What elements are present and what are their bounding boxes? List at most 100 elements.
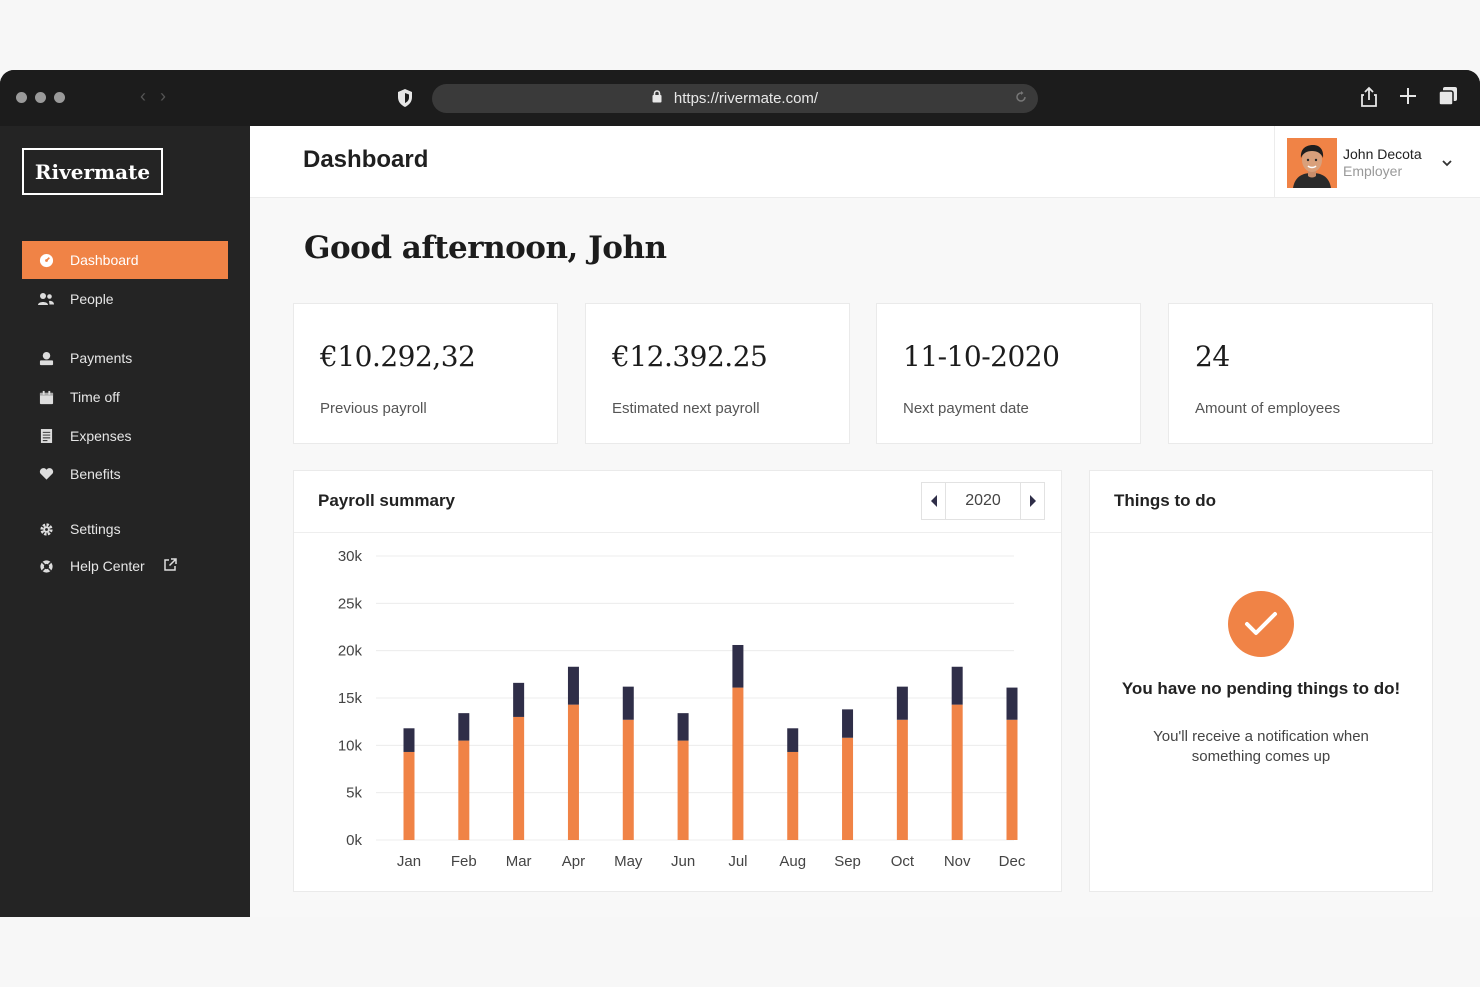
sidebar-item-help-center[interactable]: Help Center — [22, 547, 228, 585]
tabs-icon[interactable] — [1438, 86, 1458, 113]
address-bar[interactable]: https://rivermate.com/ — [432, 84, 1038, 113]
stat-card-previous-payroll: €10.292,32 Previous payroll — [293, 303, 558, 444]
top-bar: Dashboard John Decota Employer — [250, 126, 1480, 198]
payments-icon — [38, 350, 54, 366]
browser-window: ‹ › https://rivermate.com/ — [0, 70, 1480, 917]
sidebar-item-label: Time off — [70, 389, 120, 405]
dashboard-icon — [38, 252, 54, 268]
sidebar-item-dashboard[interactable]: Dashboard — [22, 241, 228, 279]
shield-icon[interactable] — [396, 88, 414, 113]
people-icon — [38, 291, 54, 307]
back-icon[interactable]: ‹ — [140, 86, 146, 106]
sidebar-item-people[interactable]: People — [22, 280, 228, 318]
next-year-button[interactable] — [1020, 483, 1044, 519]
external-link-icon — [163, 557, 177, 575]
y-tick-label: 0k — [346, 832, 362, 849]
payroll-bar-chart: 0k 5k 10k 15k 20k 25k 30k Jan Feb Mar Apr May Jun Jul… — [338, 548, 1026, 870]
bar-segment — [787, 728, 799, 752]
user-name: John Decota — [1343, 146, 1422, 162]
history-nav: ‹ › — [140, 86, 166, 107]
x-tick-label: Jan — [397, 853, 421, 870]
stat-label: Amount of employees — [1195, 400, 1341, 417]
browser-actions — [1360, 86, 1458, 113]
bar-segment — [951, 666, 963, 705]
bar-segment — [1006, 687, 1018, 720]
x-tick-label: Apr — [562, 853, 585, 870]
minimize-dot[interactable] — [35, 92, 46, 103]
x-tick-label: Jul — [728, 853, 747, 870]
calendar-icon — [38, 389, 54, 405]
things-to-do-card: Things to do You have no pending things … — [1089, 470, 1433, 892]
stat-value: €10.292,32 — [320, 340, 476, 373]
sidebar-item-label: Dashboard — [70, 252, 139, 268]
sidebar-item-settings[interactable]: Settings — [22, 510, 228, 548]
avatar[interactable] — [1287, 138, 1337, 188]
lifebuoy-icon — [38, 558, 54, 574]
empty-state-subtitle: You'll receive a notification when somet… — [1153, 728, 1369, 765]
sidebar-item-label: Payments — [70, 350, 133, 366]
bar-segment — [567, 704, 579, 840]
bar-segment — [458, 713, 470, 741]
x-tick-label: Mar — [506, 853, 532, 870]
bar-segment — [1006, 719, 1018, 840]
window-controls[interactable] — [16, 92, 65, 103]
share-icon[interactable] — [1360, 86, 1378, 113]
bar-segment — [842, 737, 854, 840]
card-header: Things to do — [1090, 471, 1432, 533]
y-tick-label: 30k — [338, 548, 363, 565]
sidebar-item-benefits[interactable]: Benefits — [22, 455, 228, 493]
rivermate-logo[interactable]: Rivermate — [22, 148, 163, 195]
stat-card-employees: 24 Amount of employees — [1168, 303, 1433, 444]
year-picker: 2020 — [921, 482, 1045, 520]
stat-label: Estimated next payroll — [612, 400, 760, 417]
stat-card-next-payment-date: 11-10-2020 Next payment date — [876, 303, 1141, 444]
previous-year-button[interactable] — [922, 483, 946, 519]
gear-icon — [38, 521, 54, 537]
x-tick-label: Jun — [671, 853, 695, 870]
user-role: Employer — [1343, 163, 1403, 179]
bar-segment — [677, 740, 689, 840]
chevron-down-icon[interactable] — [1442, 154, 1452, 172]
receipt-icon — [38, 428, 54, 444]
bar-segment — [567, 666, 579, 705]
maximize-dot[interactable] — [54, 92, 65, 103]
forward-icon[interactable]: › — [160, 86, 166, 106]
sidebar-item-label: Settings — [70, 521, 121, 537]
x-tick-label: Aug — [779, 853, 806, 870]
sidebar-item-time-off[interactable]: Time off — [22, 378, 228, 416]
bar-segment — [403, 728, 415, 752]
bar-segment — [458, 740, 470, 840]
y-tick-label: 10k — [338, 737, 363, 754]
sidebar-item-expenses[interactable]: Expenses — [22, 417, 228, 455]
stat-value: 11-10-2020 — [903, 340, 1060, 373]
sidebar-item-label: Help Center — [70, 558, 145, 574]
greeting: Good afternoon, John — [304, 230, 667, 266]
user-menu[interactable]: John Decota Employer — [1274, 126, 1480, 198]
sidebar-item-label: Benefits — [70, 466, 121, 482]
x-tick-label: Feb — [451, 853, 477, 870]
card-title: Payroll summary — [318, 491, 456, 510]
y-tick-label: 5k — [346, 785, 362, 802]
stat-card-next-payroll: €12.392.25 Estimated next payroll — [585, 303, 850, 444]
x-tick-label: Nov — [944, 853, 971, 870]
y-tick-label: 25k — [338, 595, 363, 612]
url-text[interactable]: https://rivermate.com/ — [673, 90, 819, 107]
check-icon — [1228, 591, 1294, 657]
bar-segment — [842, 709, 854, 738]
sidebar-item-payments[interactable]: Payments — [22, 339, 228, 377]
main-content: Dashboard John Decota Employer — [250, 126, 1480, 917]
card-header: Payroll summary 2020 — [294, 471, 1061, 533]
new-tab-icon[interactable] — [1398, 86, 1418, 113]
bar-segment — [787, 751, 799, 840]
bar-segment — [622, 719, 634, 840]
x-tick-label: May — [614, 853, 643, 870]
empty-state-title: You have no pending things to do! — [1121, 679, 1401, 698]
sidebar: Rivermate Dashboard People Payments Time… — [0, 126, 250, 917]
close-dot[interactable] — [16, 92, 27, 103]
stat-label: Previous payroll — [320, 400, 427, 417]
bar-segment — [513, 716, 525, 840]
y-tick-label: 20k — [338, 643, 363, 660]
x-tick-label: Dec — [999, 853, 1026, 870]
reload-icon[interactable] — [1014, 90, 1028, 108]
sidebar-item-label: People — [70, 291, 114, 307]
